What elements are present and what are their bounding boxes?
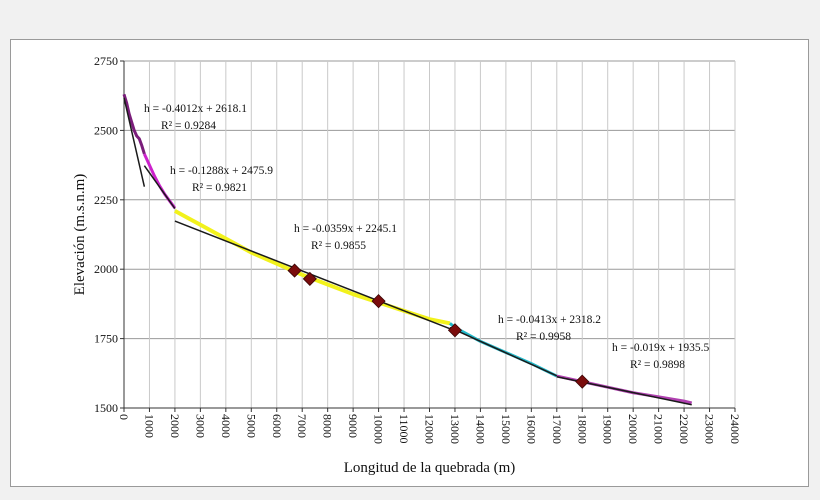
y-axis-label: Elevación (m.s.n.m) [72,174,88,296]
axes [120,60,736,412]
y-tick-label: 2250 [94,193,118,207]
y-tick-label: 1750 [94,332,118,346]
trend-r-squared: R² = 0.9898 [630,359,685,371]
x-tick-label: 3000 [193,414,207,438]
x-tick-label: 7000 [295,414,309,438]
x-tick-labels: 0 1000 2000 3000 4000 5000 6000 7000 8000 9000 100… [117,414,742,444]
x-tick-label: 15000 [499,414,513,444]
trend-equation: h = -0.1288x + 2475.9 [170,165,273,177]
x-tick-label: 6000 [270,414,284,438]
y-tick-label: 1500 [94,401,118,415]
grid [123,60,736,409]
trend-annotations: h = -0.4012x + 2618.1 R² = 0.9284 h = -0.1… [144,103,710,371]
x-tick-label: 13000 [448,414,462,444]
x-tick-label: 9000 [346,414,360,438]
x-tick-label: 4000 [219,414,233,438]
markers [287,263,590,389]
x-tick-label: 5000 [244,414,258,438]
x-tick-label: 8000 [321,414,335,438]
x-axis-label: Longitud de la quebrada (m) [344,460,516,476]
x-tick-label: 16000 [524,414,538,444]
x-tick-label: 17000 [550,414,564,444]
trend-r-squared: R² = 0.9284 [161,120,216,132]
diamond-marker [302,271,317,286]
y-tick-label: 2750 [94,54,118,68]
trend-r-squared: R² = 0.9821 [192,182,247,194]
x-tick-label: 14000 [473,414,487,444]
diamond-marker [287,263,302,278]
series-line [122,93,146,155]
trend-equation: h = -0.0413x + 2318.2 [498,314,601,326]
trend-r-squared: R² = 0.9855 [311,240,366,252]
x-tick-label: 10000 [372,414,386,444]
x-tick-label: 11000 [397,414,411,444]
y-tick-label: 2000 [94,262,118,276]
x-tick-label: 20000 [626,414,640,444]
x-tick-label: 2000 [168,414,182,438]
data-series [122,93,693,405]
chart-frame: 1500 1750 2000 2250 2500 2750 0 1000 2000 3000 40… [10,39,809,487]
x-tick-label: 18000 [575,414,589,444]
x-tick-label: 22000 [677,414,691,444]
x-tick-label: 23000 [703,414,717,444]
y-tick-label: 2500 [94,123,118,137]
trend-equation: h = -0.019x + 1935.5 [612,342,710,354]
x-tick-label: 21000 [652,414,666,444]
diamond-marker [447,323,463,338]
elevation-profile-chart: 1500 1750 2000 2250 2500 2750 0 1000 2000 3000 40… [72,54,742,476]
x-tick-label: 1000 [142,414,156,438]
y-tick-labels: 1500 1750 2000 2250 2500 2750 [94,54,118,415]
x-tick-label: 0 [117,414,131,420]
trend-lines [123,97,692,406]
trend-equation: h = -0.4012x + 2618.1 [144,103,247,115]
trend-equation: h = -0.0359x + 2245.1 [294,223,397,235]
trend-line [123,97,146,187]
trend-line [143,165,176,210]
diamond-marker [575,374,590,389]
diamond-marker [371,294,386,309]
x-tick-label: 12000 [423,414,437,444]
x-tick-label: 24000 [728,414,742,444]
trend-r-squared: R² = 0.9958 [516,331,571,343]
trend-line [449,326,558,377]
x-tick-label: 19000 [601,414,615,444]
